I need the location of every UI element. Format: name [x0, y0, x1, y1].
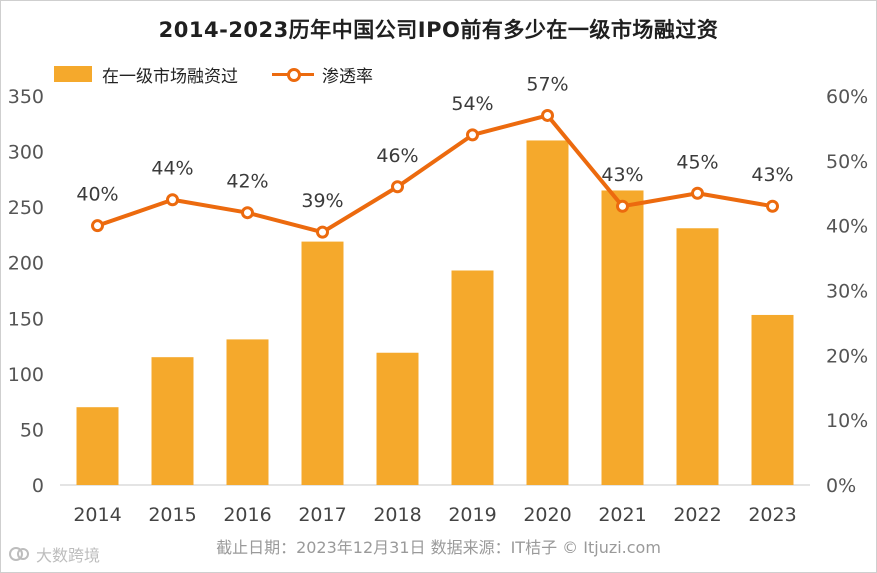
line-data-label: 57%	[526, 73, 568, 95]
y2-tick-label: 0%	[826, 475, 856, 497]
y2-tick-label: 30%	[826, 281, 868, 303]
x-tick-label: 2014	[73, 504, 121, 526]
bar	[376, 352, 419, 485]
x-tick-label: 2022	[673, 504, 721, 526]
y2-tick-label: 40%	[826, 216, 868, 238]
source-note: 截止日期：2023年12月31日 数据来源：IT桔子 © Itjuzi.com	[216, 538, 661, 557]
bar	[151, 357, 194, 485]
line-data-label: 54%	[451, 93, 493, 115]
chart-title: 2014-2023历年中国公司IPO前有多少在一级市场融过资	[158, 18, 719, 42]
chart-legend: 在一级市场融资过 渗透率	[54, 62, 407, 87]
legend-item-bar: 在一级市场融资过	[54, 62, 238, 87]
line-point	[391, 180, 404, 194]
line-data-label: 43%	[751, 164, 793, 186]
x-tick-label: 2020	[523, 504, 571, 526]
watermark-logo-icon	[9, 547, 29, 561]
watermark-text: 大数跨境	[36, 546, 101, 565]
legend-line-label: 渗透率	[322, 66, 373, 87]
line-point	[616, 199, 629, 213]
bar	[676, 228, 719, 485]
y-tick-label: 200	[8, 253, 44, 275]
y-tick-label: 50	[20, 419, 44, 441]
x-tick-label: 2017	[298, 504, 346, 526]
y2-tick-label: 10%	[826, 410, 868, 432]
line-data-label: 43%	[601, 164, 643, 186]
x-tick-label: 2023	[748, 504, 796, 526]
line-point	[541, 108, 554, 122]
line-point	[466, 128, 479, 142]
y-tick-label: 150	[8, 308, 44, 330]
y-tick-label: 100	[8, 364, 44, 386]
x-tick-label: 2021	[598, 504, 646, 526]
line-point	[766, 199, 779, 213]
x-tick-label: 2016	[223, 504, 271, 526]
legend-bar-swatch	[54, 66, 92, 82]
x-tick-label: 2015	[148, 504, 196, 526]
line-point	[316, 225, 329, 239]
line-point	[691, 186, 704, 200]
line-data-label: 39%	[301, 190, 343, 212]
y-tick-label: 350	[8, 86, 44, 108]
line-data-label: 40%	[76, 184, 118, 206]
y2-tick-label: 20%	[826, 345, 868, 367]
y-tick-label: 250	[8, 197, 44, 219]
line-data-label: 42%	[226, 171, 268, 193]
bar	[301, 241, 344, 485]
bar	[76, 407, 119, 485]
y2-tick-label: 60%	[826, 86, 868, 108]
bar	[226, 339, 269, 485]
line-point	[241, 206, 254, 220]
line-data-label: 44%	[151, 158, 193, 180]
line-data-label: 45%	[676, 151, 718, 173]
legend-line-swatch	[272, 66, 314, 82]
legend-bar-label: 在一级市场融资过	[102, 66, 238, 87]
x-tick-label: 2018	[373, 504, 421, 526]
x-tick-label: 2019	[448, 504, 496, 526]
y2-tick-label: 50%	[826, 151, 868, 173]
legend-item-line: 渗透率	[272, 62, 373, 87]
y-tick-label: 300	[8, 142, 44, 164]
bar	[451, 270, 494, 485]
bar	[601, 190, 644, 485]
bar	[751, 314, 794, 485]
line-data-label: 46%	[376, 145, 418, 167]
line-point	[166, 193, 179, 207]
bar	[526, 140, 569, 485]
line-point	[91, 219, 104, 233]
y-tick-label: 0	[32, 475, 44, 497]
watermark: 大数跨境	[8, 542, 100, 566]
series-line	[96, 113, 773, 235]
